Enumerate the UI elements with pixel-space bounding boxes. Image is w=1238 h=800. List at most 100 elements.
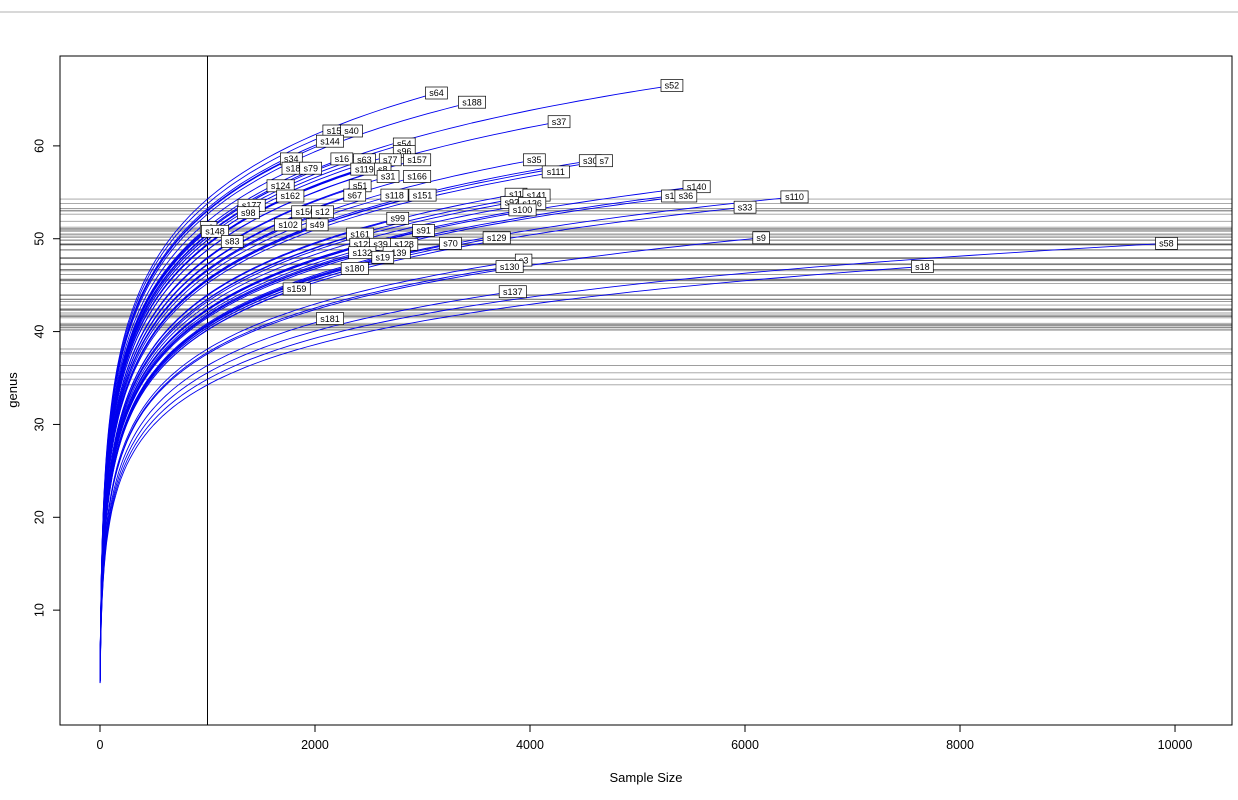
curve-label: s139 — [387, 248, 407, 258]
x-axis-title: Sample Size — [610, 770, 683, 785]
curve-label: s185 — [286, 163, 306, 173]
x-axis-tick-label: 0 — [97, 738, 104, 752]
y-axis-tick-label: 20 — [32, 510, 46, 524]
curve-label: s156 — [296, 207, 316, 217]
curve-label: s181 — [320, 314, 340, 324]
curve-label: s162 — [281, 191, 301, 201]
curve-label: s128 — [394, 240, 414, 250]
curve-label: s34 — [284, 154, 299, 164]
rarefaction-curve-s177 — [99, 204, 252, 678]
curve-label-box — [508, 203, 537, 217]
curve-label-box — [237, 206, 260, 220]
curve-label-box — [340, 124, 363, 138]
curve-label: s49 — [310, 220, 325, 230]
curve-label-box — [911, 260, 934, 273]
rarefaction-curve-s49 — [99, 224, 318, 680]
curve-label: s92 — [504, 198, 519, 208]
curve-label: s30 — [583, 156, 598, 166]
curve-label-box — [498, 285, 527, 299]
curve-label-box — [523, 153, 546, 167]
rarefaction-curve-s18 — [99, 266, 923, 684]
curve-label-box — [403, 153, 432, 167]
curve-label-box — [282, 282, 311, 296]
curve-label-box — [752, 231, 770, 245]
curve-label-box — [299, 161, 322, 175]
curve-label-box — [495, 260, 524, 273]
curve-label: s63 — [357, 155, 372, 165]
rarefaction-curve-s35 — [99, 159, 535, 680]
curve-label: s8 — [378, 164, 388, 174]
curve-label-box — [276, 189, 305, 203]
curve-label: s124 — [271, 181, 291, 191]
curve-label: s130 — [500, 262, 520, 272]
curve-label: s122 — [354, 240, 374, 250]
y-axis-tick-label: 10 — [32, 603, 46, 617]
curve-label-box — [595, 154, 613, 168]
x-axis-tick-label: 10000 — [1158, 738, 1193, 752]
curve-label: s144 — [320, 136, 340, 146]
curve-label: s161 — [350, 229, 370, 239]
curve-label: s12 — [315, 207, 330, 217]
rarefaction-curve-s181 — [99, 318, 331, 683]
curve-label: s52 — [665, 81, 680, 91]
y-axis-title: genus — [5, 372, 20, 408]
curve-label: s1 — [665, 191, 675, 201]
plot-box — [59, 55, 1233, 726]
curve-label-box — [482, 231, 511, 245]
curve-label-box — [201, 224, 229, 238]
rarefaction-curve-s151 — [99, 194, 423, 680]
curve-label: s137 — [503, 287, 523, 297]
curve-label: s39 — [373, 240, 388, 250]
rarefaction-curve-s12 — [99, 211, 323, 680]
curve-label: s129 — [487, 233, 507, 243]
curve-label: s64 — [429, 88, 444, 98]
curve-label: s19 — [375, 253, 390, 263]
curve-label: s96 — [397, 147, 412, 157]
curve-label: s157 — [407, 155, 427, 165]
curve-label-box — [330, 152, 354, 166]
curve-label: s79 — [303, 163, 318, 173]
curve-label: s180 — [345, 264, 365, 274]
curve-label: s9 — [756, 233, 766, 243]
curve-label: s188 — [462, 97, 482, 107]
curve-label: s99 — [391, 214, 406, 224]
curve-label: s11 — [509, 189, 523, 199]
curve-label-box — [274, 218, 303, 232]
curve-label: s98 — [241, 208, 256, 218]
x-axis-tick-label: 8000 — [946, 738, 974, 752]
curve-label-box — [386, 211, 410, 225]
curve-label: s132 — [353, 248, 373, 258]
curve-label: s16 — [335, 154, 350, 164]
x-axis-tick-label: 4000 — [516, 738, 544, 752]
curve-label: s36 — [679, 191, 694, 201]
curve-label-box — [311, 205, 334, 219]
curve-label: s18 — [915, 262, 930, 272]
rarefaction-curve-s54 — [99, 143, 405, 678]
curve-label: s67 — [348, 190, 363, 200]
curve-label: s118 — [385, 190, 404, 200]
curve-label: s102 — [278, 220, 298, 230]
curve-label-box — [380, 188, 409, 202]
curve-label: s159 — [287, 284, 307, 294]
curve-label: s155 — [327, 126, 347, 136]
curve-label-box — [371, 250, 395, 264]
curve-label-box — [376, 170, 400, 183]
curve-label-box — [780, 190, 809, 204]
curve-label-box — [547, 115, 571, 129]
curve-label: s54 — [397, 139, 412, 149]
curve-label: s83 — [225, 237, 240, 247]
curve-label-box — [674, 189, 698, 203]
curve-label: s141 — [527, 190, 547, 200]
curve-label-box — [733, 200, 757, 214]
y-axis-tick-label: 30 — [32, 417, 46, 431]
curve-label: s3 — [519, 255, 529, 265]
y-axis-tick-label: 40 — [32, 325, 46, 339]
y-axis-tick-label: 50 — [32, 232, 46, 246]
curve-label-box — [340, 262, 369, 275]
curve-label-box — [408, 188, 437, 202]
curve-label-box — [1155, 237, 1178, 250]
rarefaction-curve-s11 — [99, 193, 517, 680]
curve-label: s110 — [785, 192, 804, 202]
